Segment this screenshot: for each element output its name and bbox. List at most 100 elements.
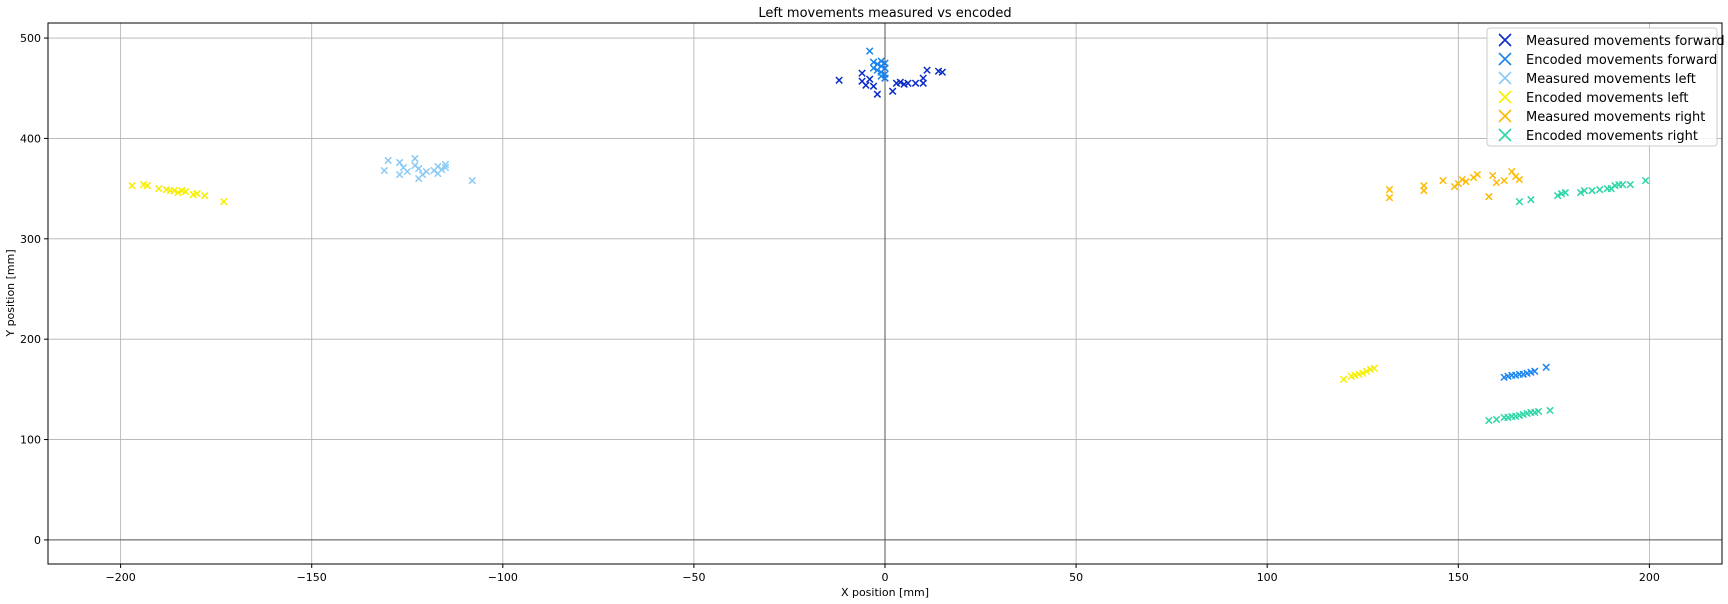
data-point — [170, 186, 178, 195]
data-point — [200, 191, 209, 200]
x-tick-label: −200 — [106, 571, 136, 584]
data-point — [865, 75, 874, 83]
data-point — [1385, 193, 1394, 202]
legend-marker — [1498, 52, 1512, 66]
data-point — [923, 66, 931, 74]
y-tick-label: 300 — [20, 233, 41, 246]
data-point — [143, 181, 152, 190]
y-axis-ticks: 0 100 200 300 400 500 — [20, 32, 48, 547]
data-point — [1485, 192, 1493, 201]
legend-entry: Measured movements right — [1526, 110, 1705, 125]
y-axis-label: Y position [mm] — [4, 249, 17, 337]
data-point — [384, 156, 392, 165]
data-point — [1546, 406, 1554, 415]
legend-entry: Measured movements left — [1526, 72, 1696, 87]
data-point — [1553, 191, 1562, 200]
data-point — [155, 184, 163, 193]
data-point — [865, 47, 874, 55]
data-point — [1359, 369, 1367, 378]
data-point — [888, 87, 897, 95]
data-point — [938, 68, 947, 76]
series-group — [865, 47, 1550, 382]
y-tick-label: 400 — [20, 132, 41, 145]
data-point — [896, 78, 905, 86]
data-point — [441, 160, 450, 169]
data-point — [1530, 367, 1539, 376]
legend-marker — [1498, 71, 1512, 85]
x-tick-label: 150 — [1448, 571, 1469, 584]
data-point — [1462, 177, 1470, 186]
data-point — [877, 72, 885, 80]
data-point — [220, 197, 228, 206]
legend-entry: Encoded movements forward — [1526, 53, 1717, 68]
data-point — [1588, 186, 1596, 195]
legend-marker — [1498, 90, 1512, 104]
x-tick-label: 100 — [1257, 571, 1278, 584]
data-point — [1420, 186, 1428, 195]
y-tick-label: 500 — [20, 32, 41, 45]
y-tick-label: 200 — [20, 333, 41, 346]
data-point — [437, 165, 446, 174]
x-tick-label: −50 — [682, 571, 705, 584]
data-point — [1508, 167, 1516, 176]
data-point — [1492, 178, 1501, 187]
chart-title: Left movements measured vs encoded — [758, 6, 1011, 21]
data-point — [1458, 175, 1466, 184]
data-points — [128, 47, 1650, 425]
data-point — [441, 163, 450, 172]
y-tick-label: 100 — [20, 434, 41, 447]
legend-marker — [1498, 128, 1512, 142]
data-point — [858, 69, 866, 77]
series-group — [380, 154, 476, 185]
data-point — [1561, 188, 1570, 197]
data-point — [835, 76, 843, 84]
data-point — [1641, 176, 1650, 185]
data-point — [862, 81, 870, 89]
legend-entry: Encoded movements left — [1526, 91, 1688, 106]
x-axis-ticks: −200 −150 −100 −50 0 50 100 150 200 — [106, 564, 1660, 584]
data-point — [411, 154, 419, 163]
data-point — [869, 82, 878, 90]
data-point — [128, 181, 136, 190]
legend-marker — [1498, 33, 1512, 47]
series-group — [835, 66, 947, 98]
x-tick-label: 0 — [882, 571, 889, 584]
data-point — [873, 90, 882, 98]
x-tick-label: 50 — [1069, 571, 1083, 584]
data-point — [395, 158, 404, 167]
data-point — [1618, 180, 1627, 189]
data-point — [1515, 197, 1524, 206]
data-point — [395, 170, 404, 179]
data-point — [422, 167, 431, 176]
legend-marker — [1498, 109, 1512, 123]
data-point — [1385, 185, 1394, 194]
x-tick-label: 200 — [1639, 571, 1660, 584]
data-point — [1580, 186, 1589, 195]
data-point — [1492, 415, 1501, 424]
x-axis-label: X position [mm] — [841, 586, 929, 599]
data-point — [1500, 176, 1508, 185]
data-point — [904, 79, 912, 87]
legend-entry: Measured movements forward — [1526, 34, 1725, 49]
data-point — [881, 74, 889, 82]
x-tick-label: −100 — [488, 571, 518, 584]
series-group — [128, 180, 1378, 384]
data-point — [414, 164, 423, 173]
data-point — [380, 166, 389, 175]
legend: Measured movements forward Encoded moveme… — [1486, 27, 1725, 147]
data-point — [468, 176, 476, 185]
data-point — [1439, 176, 1447, 185]
data-point — [1576, 188, 1585, 197]
data-point — [1527, 195, 1535, 204]
data-point — [1595, 185, 1604, 194]
data-point — [1485, 416, 1493, 425]
data-point — [1534, 407, 1543, 416]
data-point — [193, 189, 201, 198]
series-group — [1385, 167, 1524, 202]
data-point — [881, 64, 889, 72]
data-point — [403, 167, 411, 176]
data-point — [1362, 367, 1371, 376]
data-point — [1542, 363, 1550, 372]
data-point — [869, 58, 878, 66]
